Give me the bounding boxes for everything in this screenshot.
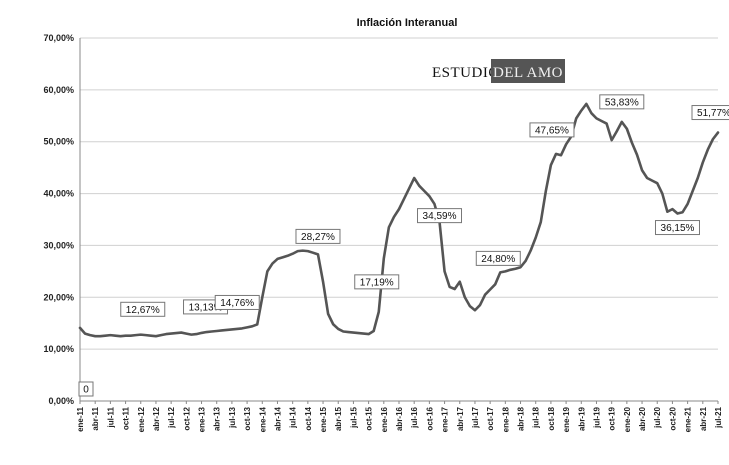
x-tick-label: jul-21 <box>714 406 723 428</box>
x-tick-label: oct-17 <box>486 406 495 430</box>
data-label-box <box>691 105 729 121</box>
y-tick-label: 60,00% <box>43 85 74 95</box>
x-tick-label: ene-18 <box>501 406 510 432</box>
x-tick-label: jul-15 <box>349 406 358 428</box>
y-tick-label: 70,00% <box>43 33 74 43</box>
logo-box <box>491 59 565 83</box>
data-label: 36,15% <box>654 220 700 236</box>
data-label-text: 28,27% <box>301 232 335 243</box>
data-label-box <box>214 294 260 310</box>
x-tick-label: abr-17 <box>456 406 465 431</box>
series-line <box>78 102 720 338</box>
data-label-box <box>654 220 700 236</box>
x-tick-label: ene-14 <box>258 406 267 432</box>
data-label: 17,19% <box>354 274 400 290</box>
y-tick-label: 50,00% <box>43 137 74 147</box>
data-label-text: 34,59% <box>423 211 457 222</box>
data-label-text: 36,15% <box>661 223 695 234</box>
x-tick-label: jul-18 <box>532 406 541 428</box>
x-tick-label: abr-18 <box>517 406 526 431</box>
x-tick-label: abr-21 <box>699 406 708 431</box>
data-label-box <box>475 250 521 266</box>
data-label-box <box>295 228 341 244</box>
x-tick-label: abr-12 <box>152 406 161 431</box>
y-tick-label: 0,00% <box>48 396 74 406</box>
x-tick-label: ene-21 <box>684 406 693 432</box>
data-label: 24,80% <box>475 250 521 266</box>
x-tick-label: abr-15 <box>334 406 343 431</box>
x-tick-label: oct-13 <box>243 406 252 430</box>
data-label-box <box>120 301 166 317</box>
x-tick-label: ene-17 <box>441 406 450 432</box>
data-label: 28,27% <box>295 228 341 244</box>
x-tick-label: ene-19 <box>562 406 571 432</box>
annotation-layer: 0 12,67% 13,13%14,76% 28,27% 17,19% 34,59% 24,… <box>78 94 729 397</box>
x-tick-label: ene-11 <box>76 406 85 431</box>
data-label: 53,83% <box>599 94 645 110</box>
x-tick-label: abr-16 <box>395 406 404 431</box>
data-label-box <box>354 274 400 290</box>
x-tick-label: abr-19 <box>577 406 586 431</box>
series-layer <box>78 102 720 338</box>
data-label-box <box>599 94 645 110</box>
data-label-text: 24,80% <box>481 254 515 265</box>
x-tick-label: jul-13 <box>228 406 237 428</box>
data-label: 51,77% <box>691 105 729 121</box>
x-tick-labels: ene-11 abr-11 jul-11 oct-11 ene-12 abr-12 jul-… <box>76 406 723 432</box>
x-tick-label: jul-19 <box>592 406 601 428</box>
x-tick-label: oct-15 <box>365 406 374 430</box>
data-label-text: 51,77% <box>697 108 729 119</box>
data-label-box <box>529 122 575 138</box>
x-tick-label: ene-12 <box>137 406 146 432</box>
x-tick-label: ene-13 <box>198 406 207 432</box>
x-tick-label: oct-18 <box>547 406 556 430</box>
y-tick-label: 30,00% <box>43 240 74 250</box>
x-tick-label: abr-11 <box>91 406 100 430</box>
x-tick-label: abr-13 <box>213 406 222 431</box>
data-label-text: 53,83% <box>605 97 639 108</box>
y-tick-labels: 0,00% 10,00% 20,00% 30,00% 40,00% 50,00% 60,00… <box>43 33 74 406</box>
data-label-text: 12,67% <box>126 305 160 316</box>
x-tick-label: jul-16 <box>410 406 419 428</box>
x-tick-label: oct-14 <box>304 406 313 430</box>
data-label: 12,67% <box>120 301 166 317</box>
data-label-text: 17,19% <box>360 277 394 288</box>
data-label-text: 47,65% <box>535 125 569 136</box>
data-label: 14,76% <box>214 294 260 310</box>
data-label-text: 13,13% <box>189 302 223 313</box>
x-tick-label: ene-16 <box>380 406 389 432</box>
x-tick-label: jul-17 <box>471 406 480 428</box>
y-tick-label: 20,00% <box>43 292 74 302</box>
data-label: 34,59% <box>417 208 463 224</box>
estudio-del-amo-logo: ESTUDIO DEL AMO <box>432 59 565 83</box>
data-label: 47,65% <box>529 122 575 138</box>
y-tick-label: 40,00% <box>43 189 74 199</box>
x-tick-label: oct-11 <box>122 406 131 430</box>
data-label-text: 0 <box>83 385 89 396</box>
x-tick-label: jul-20 <box>653 406 662 428</box>
x-tick-label: jul-12 <box>167 406 176 428</box>
logo-right-text: DEL AMO <box>493 65 563 81</box>
chart-title: Inflación Interanual <box>357 17 458 29</box>
x-tick-label: oct-20 <box>668 406 677 430</box>
x-tick-label: jul-11 <box>106 406 115 428</box>
x-tick-label: oct-19 <box>608 406 617 430</box>
x-tick-label: oct-16 <box>425 406 434 430</box>
data-label: 0 <box>78 381 94 397</box>
logo-left-text: ESTUDIO <box>432 65 500 81</box>
x-tick-label: abr-14 <box>273 406 282 431</box>
x-tick-label: oct-12 <box>182 406 191 430</box>
y-tick-label: 10,00% <box>43 344 74 354</box>
grid-layer <box>80 37 718 402</box>
data-label-box <box>417 208 463 224</box>
x-tick-label: ene-20 <box>623 406 632 432</box>
axis-layer <box>79 38 719 404</box>
x-tick-label: abr-20 <box>638 406 647 431</box>
x-tick-label: ene-15 <box>319 406 328 432</box>
data-label-box <box>78 381 94 397</box>
data-label-text: 14,76% <box>220 298 254 309</box>
x-tick-label: jul-14 <box>289 406 298 428</box>
